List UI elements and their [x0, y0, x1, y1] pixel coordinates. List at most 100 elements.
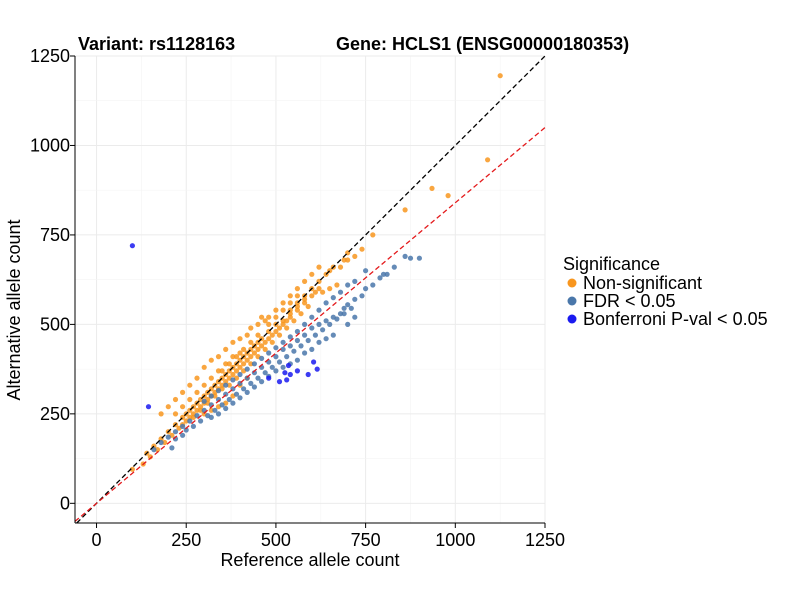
point-fdr-0-05: [402, 253, 408, 259]
point-non-significant: [251, 350, 257, 356]
x-tick-label: 1250: [525, 530, 565, 550]
point-fdr-0-05: [341, 305, 347, 311]
point-fdr-0-05: [294, 328, 300, 335]
legend-marker-non-significant: [567, 278, 577, 288]
legend-marker-bonferroni: [567, 314, 577, 324]
point-non-significant: [208, 357, 214, 363]
point-fdr-0-05: [183, 427, 189, 433]
point-non-significant: [219, 368, 225, 374]
point-non-significant: [183, 418, 189, 424]
point-fdr-0-05: [298, 343, 304, 349]
legend: Significance Non-significant FDR < 0.05 …: [563, 254, 768, 329]
point-non-significant: [291, 318, 297, 324]
point-non-significant: [154, 447, 161, 453]
point-fdr-0-05: [352, 314, 358, 320]
point-non-significant: [266, 314, 272, 320]
point-non-significant: [341, 257, 347, 263]
point-fdr-0-05: [180, 423, 186, 429]
x-axis-label: Reference allele count: [220, 550, 399, 570]
point-non-significant: [237, 336, 243, 342]
point-non-significant: [259, 343, 265, 349]
point-non-significant: [302, 296, 308, 302]
point-non-significant: [287, 293, 293, 299]
point-bonferroni-p-val-0-05: [294, 368, 300, 374]
point-fdr-0-05: [312, 332, 318, 338]
point-fdr-0-05: [345, 282, 351, 288]
point-fdr-0-05: [219, 402, 225, 408]
point-bonferroni-p-val-0-05: [287, 371, 293, 378]
point-fdr-0-05: [280, 339, 286, 345]
point-non-significant: [223, 361, 229, 367]
point-non-significant: [208, 407, 214, 413]
point-fdr-0-05: [198, 418, 204, 424]
point-fdr-0-05: [380, 271, 387, 277]
point-non-significant: [248, 339, 254, 345]
point-non-significant: [201, 382, 207, 388]
point-non-significant: [233, 354, 240, 360]
point-non-significant: [485, 157, 491, 163]
point-non-significant: [269, 339, 275, 345]
ref-line-fit: [74, 127, 546, 522]
point-non-significant: [226, 361, 232, 367]
point-bonferroni-p-val-0-05: [282, 370, 288, 376]
point-non-significant: [255, 332, 261, 338]
point-non-significant: [215, 368, 222, 374]
point-fdr-0-05: [309, 325, 315, 331]
point-fdr-0-05: [323, 336, 329, 342]
y-tick-label: 0: [60, 493, 70, 513]
point-non-significant: [352, 253, 358, 259]
point-non-significant: [248, 354, 254, 360]
point-fdr-0-05: [248, 380, 254, 386]
point-fdr-0-05: [309, 346, 315, 352]
point-non-significant: [269, 332, 275, 338]
point-non-significant: [237, 364, 243, 370]
point-non-significant: [305, 303, 311, 310]
point-non-significant: [337, 264, 344, 270]
point-fdr-0-05: [208, 414, 214, 420]
point-fdr-0-05: [323, 300, 329, 306]
point-non-significant: [212, 393, 218, 399]
point-fdr-0-05: [169, 445, 175, 451]
point-fdr-0-05: [316, 321, 322, 327]
point-non-significant: [215, 354, 222, 360]
point-fdr-0-05: [280, 346, 286, 352]
point-non-significant: [294, 286, 300, 292]
point-fdr-0-05: [377, 275, 383, 281]
point-fdr-0-05: [305, 337, 311, 344]
point-fdr-0-05: [345, 321, 351, 327]
point-fdr-0-05: [187, 418, 193, 424]
point-non-significant: [248, 325, 254, 331]
point-non-significant: [302, 278, 308, 284]
point-non-significant: [294, 293, 300, 299]
point-fdr-0-05: [337, 311, 344, 317]
point-non-significant: [158, 411, 164, 417]
point-fdr-0-05: [208, 393, 214, 399]
point-fdr-0-05: [255, 375, 261, 381]
point-non-significant: [309, 293, 315, 299]
point-non-significant: [187, 396, 193, 403]
point-non-significant: [187, 382, 193, 388]
point-non-significant: [266, 321, 272, 327]
point-fdr-0-05: [337, 289, 344, 295]
point-non-significant: [198, 407, 204, 413]
point-fdr-0-05: [230, 400, 236, 406]
point-fdr-0-05: [273, 345, 279, 351]
point-fdr-0-05: [348, 305, 354, 311]
reference-lines: [74, 55, 546, 524]
point-bonferroni-p-val-0-05: [145, 404, 152, 410]
point-non-significant: [180, 389, 186, 395]
point-fdr-0-05: [233, 391, 240, 397]
point-fdr-0-05: [316, 339, 322, 345]
point-non-significant: [255, 321, 261, 327]
point-non-significant: [309, 271, 315, 277]
point-non-significant: [284, 318, 290, 324]
point-non-significant: [194, 375, 200, 381]
point-fdr-0-05: [363, 286, 369, 292]
point-non-significant: [223, 346, 229, 352]
point-non-significant: [237, 350, 243, 356]
point-non-significant: [294, 303, 300, 310]
point-non-significant: [497, 73, 503, 79]
point-fdr-0-05: [172, 429, 179, 435]
point-bonferroni-p-val-0-05: [276, 379, 283, 385]
point-non-significant: [244, 357, 250, 363]
